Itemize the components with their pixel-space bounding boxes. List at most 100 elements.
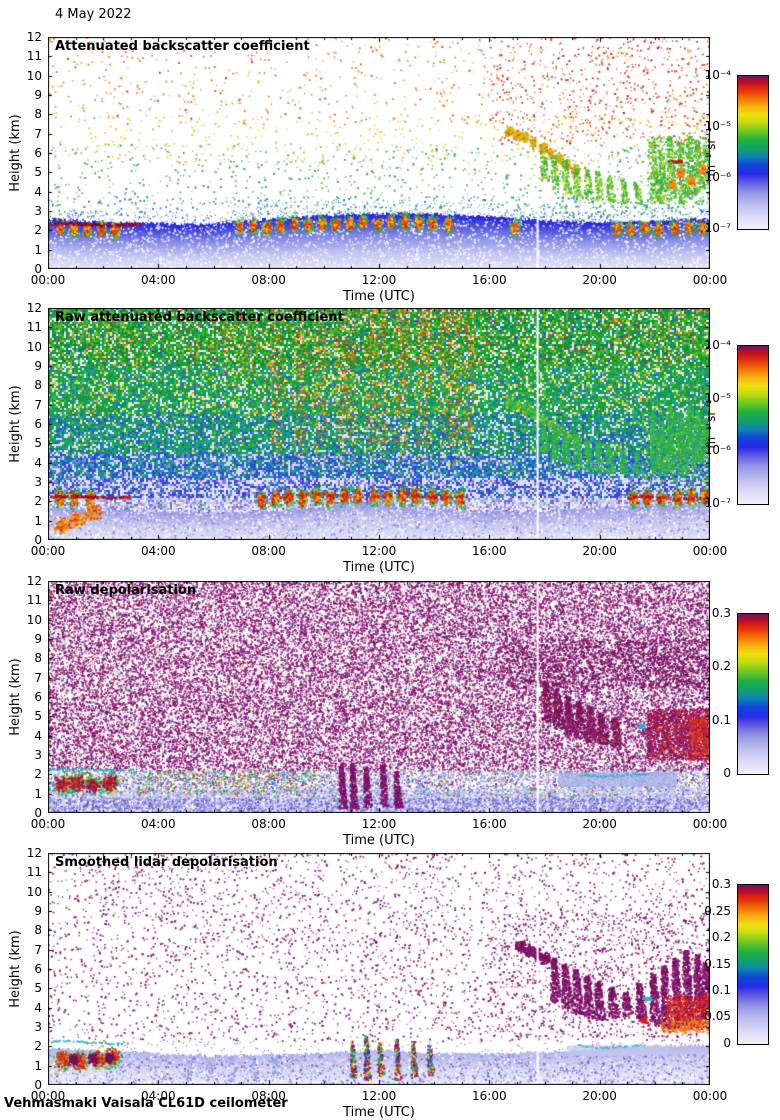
x-tick-label: 00:00 — [30, 1089, 66, 1103]
y-axis-title: Height (km) — [8, 385, 23, 463]
y-tick-label: 12 — [26, 846, 42, 860]
x-tick-label: 08:00 — [251, 1089, 286, 1103]
y-tick-label: 7 — [34, 397, 42, 412]
colorbar-tick-label: 10⁻⁵ — [704, 118, 731, 133]
y-tick-label: 6 — [34, 146, 42, 160]
y-tick-label: 2 — [34, 223, 42, 238]
y-tick-label: 6 — [34, 962, 42, 976]
y-tick-label: 11 — [26, 49, 42, 64]
x-tick-label: 20:00 — [582, 544, 617, 558]
x-axis-title: Time (UTC) — [343, 833, 415, 848]
panel-1-colorbar — [737, 75, 769, 230]
y-tick-label: 1 — [34, 1058, 42, 1073]
y-axis-title: Height (km) — [8, 658, 23, 736]
y-tick-label: 10 — [26, 339, 42, 354]
y-tick-label: 12 — [26, 30, 42, 44]
x-tick-label: 16:00 — [472, 1089, 507, 1103]
x-tick-label: 12:00 — [361, 1089, 397, 1103]
y-tick-label: 5 — [34, 709, 42, 724]
y-tick-label: 10 — [26, 884, 42, 899]
panel-3-colorbar — [737, 613, 769, 775]
colorbar-tick-label: 0.25 — [704, 903, 731, 918]
colorbar-tick-label: 10⁻⁶ — [704, 443, 731, 458]
x-axis-title: Time (UTC) — [343, 560, 415, 575]
y-tick-label: 6 — [34, 690, 42, 704]
x-tick-label: 04:00 — [141, 273, 176, 287]
y-tick-label: 9 — [34, 88, 42, 102]
colorbar-unit-label: m⁻¹ sr⁻¹ — [704, 399, 718, 449]
x-tick-label: 00:00 — [30, 817, 66, 831]
colorbar-unit-label: m⁻¹ sr⁻¹ — [704, 127, 718, 176]
y-tick-label: 10 — [26, 68, 42, 83]
colorbar-tick-label: 10⁻⁴ — [704, 68, 731, 82]
colorbar-tick-label: 10⁻⁵ — [704, 390, 731, 405]
y-tick-label: 1 — [34, 513, 42, 528]
y-tick-label: 6 — [34, 417, 42, 431]
colorbar-tick-label: 0.2 — [711, 929, 731, 944]
colorbar-tick-label: 10⁻⁷ — [704, 496, 731, 510]
x-tick-label: 16:00 — [472, 544, 507, 558]
panel-4-colorbar — [737, 884, 769, 1045]
y-tick-label: 5 — [34, 165, 42, 180]
panel-2-heatmap — [48, 308, 710, 540]
x-tick-label: 08:00 — [251, 544, 286, 558]
y-tick-label: 9 — [34, 632, 42, 646]
x-axis-title: Time (UTC) — [343, 1105, 415, 1120]
y-tick-label: 12 — [26, 301, 42, 315]
y-axis-title: Height (km) — [8, 114, 23, 192]
colorbar-tick-label: 10⁻⁷ — [704, 221, 731, 235]
y-tick-label: 8 — [34, 107, 42, 122]
y-tick-label: 10 — [26, 612, 42, 627]
colorbar-tick-label: 0.3 — [711, 606, 731, 620]
panel-1-title: Attenuated backscatter coefficient — [55, 39, 310, 54]
y-tick-label: 0 — [34, 1078, 42, 1092]
y-tick-label: 5 — [34, 436, 42, 451]
colorbar-tick-label: 0.05 — [704, 1009, 731, 1024]
y-tick-label: 11 — [26, 593, 42, 608]
y-axis-title: Height (km) — [8, 930, 23, 1008]
colorbar-tick-label: 0 — [723, 1036, 731, 1050]
colorbar-tick-label: 10⁻⁶ — [704, 170, 731, 184]
x-tick-label: 00:00 — [30, 544, 66, 558]
x-tick-label: 04:00 — [141, 817, 176, 831]
x-tick-label: 20:00 — [582, 273, 617, 287]
y-tick-label: 2 — [34, 494, 42, 509]
y-tick-label: 4 — [34, 728, 42, 743]
x-tick-label: 04:00 — [141, 544, 176, 558]
colorbar-tick-label: 0.1 — [711, 983, 731, 997]
y-tick-label: 0 — [34, 262, 42, 276]
y-tick-label: 4 — [34, 184, 42, 199]
x-tick-label: 08:00 — [251, 817, 286, 831]
y-tick-label: 8 — [34, 923, 42, 938]
x-tick-label: 16:00 — [472, 273, 507, 287]
panel-2-title: Raw attenuated backscatter coefficient — [55, 310, 344, 325]
colorbar-tick-label: 0.3 — [711, 877, 731, 891]
y-tick-label: 9 — [34, 904, 42, 918]
x-tick-label: 00:00 — [30, 273, 66, 287]
y-tick-label: 2 — [34, 1039, 42, 1054]
y-tick-label: 4 — [34, 1000, 42, 1015]
panel-3-heatmap — [48, 581, 710, 813]
colorbar-tick-label: 0 — [723, 766, 731, 780]
x-tick-label: 00:00 — [692, 817, 728, 831]
colorbar-tick-label: 0.1 — [711, 712, 731, 727]
x-tick-label: 12:00 — [361, 817, 397, 831]
y-tick-label: 8 — [34, 651, 42, 666]
x-tick-label: 08:00 — [251, 273, 286, 287]
station-label: Vehmasmaki Vaisala CL61D ceilometer — [4, 1096, 288, 1111]
y-tick-label: 1 — [34, 786, 42, 801]
y-tick-label: 3 — [34, 204, 42, 218]
colorbar-tick-label: 10⁻⁴ — [704, 338, 731, 352]
y-tick-label: 5 — [34, 981, 42, 996]
y-tick-label: 3 — [34, 1020, 42, 1034]
y-tick-label: 4 — [34, 455, 42, 470]
x-tick-label: 00:00 — [692, 1089, 728, 1103]
x-axis-title: Time (UTC) — [343, 289, 415, 304]
y-tick-label: 1 — [34, 242, 42, 257]
date-label: 4 May 2022 — [55, 7, 132, 22]
panel-4-title: Smoothed lidar depolarisation — [55, 855, 278, 870]
colorbar-tick-label: 0.15 — [704, 956, 731, 971]
y-tick-label: 7 — [34, 670, 42, 685]
colorbar-tick-label: 0.2 — [711, 659, 731, 674]
